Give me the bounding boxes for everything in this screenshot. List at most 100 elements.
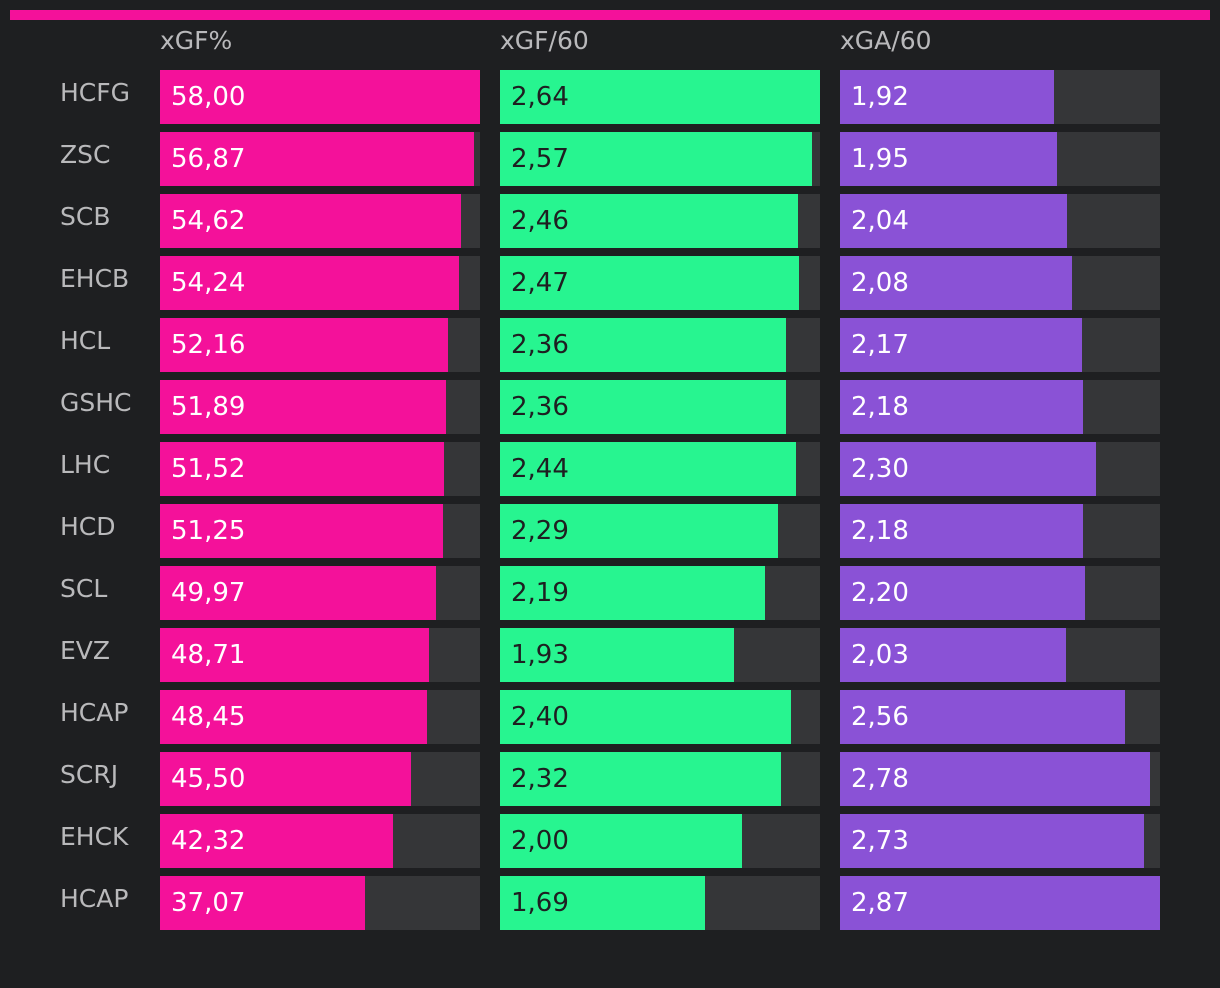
bar-value-label: 2,47 <box>511 268 569 298</box>
bar-value-label: 2,00 <box>511 826 569 856</box>
bar-track: 2,57 <box>500 132 820 186</box>
bar-fill <box>160 380 447 434</box>
bar-value-label: 58,00 <box>171 82 246 112</box>
bar-value-label: 54,24 <box>171 268 246 298</box>
bar-track: 2,36 <box>500 380 820 434</box>
bar-fill <box>500 752 782 806</box>
column-header-2: xGA/60 <box>840 26 932 55</box>
bar-fill <box>160 566 436 620</box>
bar-value-label: 48,45 <box>171 702 246 732</box>
bar-track: 2,20 <box>840 566 1160 620</box>
bar-value-label: 2,78 <box>851 764 909 794</box>
bar-fill <box>500 628 734 682</box>
team-label: HCFG <box>60 78 131 107</box>
bar-track: 2,36 <box>500 318 820 372</box>
bar-value-label: 2,29 <box>511 516 569 546</box>
bar-value-label: 2,44 <box>511 454 569 484</box>
bar-fill <box>840 504 1084 558</box>
bar-track: 52,16 <box>160 318 480 372</box>
bar-track: 2,73 <box>840 814 1160 868</box>
team-label: GSHC <box>60 388 132 417</box>
bar-fill <box>160 318 448 372</box>
bar-value-label: 51,25 <box>171 516 246 546</box>
bar-track: 2,00 <box>500 814 820 868</box>
bar-value-label: 56,87 <box>171 144 246 174</box>
bar-fill <box>160 132 474 186</box>
bar-track: 2,18 <box>840 504 1160 558</box>
bar-value-label: 2,73 <box>851 826 909 856</box>
bar-track: 48,71 <box>160 628 480 682</box>
bar-value-label: 2,18 <box>851 516 909 546</box>
team-label: HCAP <box>60 884 129 913</box>
bar-track: 2,56 <box>840 690 1160 744</box>
bar-value-label: 2,19 <box>511 578 569 608</box>
bar-value-label: 2,87 <box>851 888 909 918</box>
bar-fill <box>160 504 443 558</box>
bar-fill <box>500 690 791 744</box>
bar-value-label: 2,17 <box>851 330 909 360</box>
team-label: HCD <box>60 512 116 541</box>
bar-track: 1,95 <box>840 132 1160 186</box>
bar-track: 2,04 <box>840 194 1160 248</box>
team-label: ZSC <box>60 140 111 169</box>
bar-value-label: 51,89 <box>171 392 246 422</box>
top-accent-rule <box>10 10 1210 20</box>
bar-track: 37,07 <box>160 876 480 930</box>
bar-fill <box>500 318 787 372</box>
bar-fill <box>840 566 1086 620</box>
bar-track: 48,45 <box>160 690 480 744</box>
bar-value-label: 48,71 <box>171 640 246 670</box>
bar-fill <box>840 690 1126 744</box>
bar-fill <box>840 70 1055 124</box>
bar-fill <box>500 132 812 186</box>
bar-track: 2,17 <box>840 318 1160 372</box>
bar-fill <box>160 876 365 930</box>
bar-value-label: 54,62 <box>171 206 246 236</box>
bar-track: 2,47 <box>500 256 820 310</box>
bar-fill <box>160 194 462 248</box>
bar-track: 58,00 <box>160 70 480 124</box>
bar-track: 45,50 <box>160 752 480 806</box>
bar-value-label: 2,18 <box>851 392 909 422</box>
bar-track: 51,52 <box>160 442 480 496</box>
bar-value-label: 42,32 <box>171 826 246 856</box>
bar-value-label: 2,36 <box>511 392 569 422</box>
team-label: SCL <box>60 574 108 603</box>
bar-value-label: 1,95 <box>851 144 909 174</box>
bar-fill <box>840 318 1082 372</box>
bar-fill <box>500 504 778 558</box>
bar-fill <box>500 256 800 310</box>
bar-value-label: 2,40 <box>511 702 569 732</box>
bar-value-label: 52,16 <box>171 330 246 360</box>
bar-fill <box>500 194 799 248</box>
bar-track: 1,69 <box>500 876 820 930</box>
bar-track: 56,87 <box>160 132 480 186</box>
bar-track: 54,24 <box>160 256 480 310</box>
bar-value-label: 2,64 <box>511 82 569 112</box>
bar-fill <box>840 876 1160 930</box>
bar-value-label: 2,08 <box>851 268 909 298</box>
team-label: EHCB <box>60 264 130 293</box>
team-label: HCL <box>60 326 111 355</box>
bar-fill <box>160 752 412 806</box>
bar-value-label: 1,93 <box>511 640 569 670</box>
bar-value-label: 2,04 <box>851 206 909 236</box>
bar-fill <box>160 442 445 496</box>
bar-track: 2,29 <box>500 504 820 558</box>
bar-track: 2,32 <box>500 752 820 806</box>
bar-fill <box>160 690 428 744</box>
bar-track: 2,03 <box>840 628 1160 682</box>
bar-track: 2,64 <box>500 70 820 124</box>
bar-value-label: 2,56 <box>851 702 909 732</box>
bar-value-label: 51,52 <box>171 454 246 484</box>
bar-fill <box>500 380 787 434</box>
bar-value-label: 2,32 <box>511 764 569 794</box>
bar-value-label: 2,03 <box>851 640 909 670</box>
bar-value-label: 1,92 <box>851 82 909 112</box>
bar-value-label: 2,46 <box>511 206 569 236</box>
team-label: EVZ <box>60 636 111 665</box>
bar-track: 1,93 <box>500 628 820 682</box>
bar-track: 49,97 <box>160 566 480 620</box>
bar-track: 2,87 <box>840 876 1160 930</box>
bar-value-label: 49,97 <box>171 578 246 608</box>
